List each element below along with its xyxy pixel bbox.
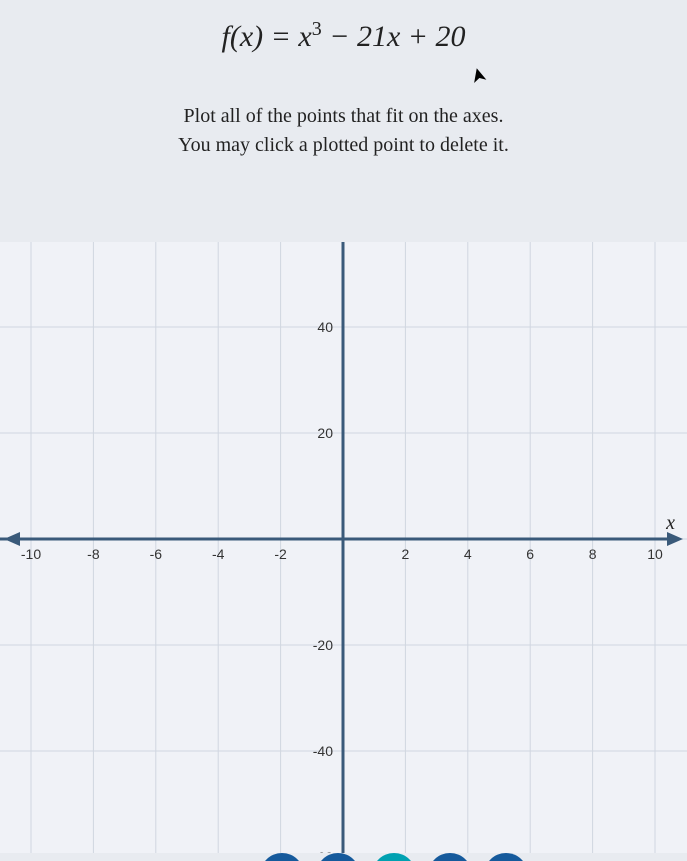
y-tick-label: -20 (313, 637, 333, 653)
instruction-line-2: You may click a plotted point to delete … (0, 131, 687, 160)
x-axis-label: x (665, 512, 675, 534)
x-tick-label: -6 (150, 546, 163, 562)
taskbar-circle-icon (484, 853, 528, 861)
x-tick-label: -4 (212, 546, 225, 562)
taskbar-circle-icon (428, 853, 472, 861)
taskbar-circle-icon (260, 853, 304, 861)
equation-text: f(x) = x3 − 21x + 20 (221, 20, 465, 53)
x-tick-label: 6 (526, 546, 534, 562)
x-tick-label: 8 (589, 546, 597, 562)
x-tick-label: -2 (274, 546, 287, 562)
y-tick-label: 20 (317, 425, 333, 441)
taskbar-icons (0, 853, 687, 861)
x-tick-label: 10 (647, 546, 663, 562)
taskbar-circle-icon (372, 853, 416, 861)
x-tick-label: 2 (402, 546, 410, 562)
y-tick-label: 40 (317, 319, 333, 335)
equation: f(x) = x3 − 21x + 20 (0, 0, 687, 54)
taskbar-circle-icon (316, 853, 360, 861)
x-tick-label: -10 (21, 546, 41, 562)
instructions: Plot all of the points that fit on the a… (0, 102, 687, 160)
cursor-icon: ➤ (464, 64, 492, 87)
instruction-line-1: Plot all of the points that fit on the a… (0, 102, 687, 131)
coordinate-grid[interactable]: -10-8-6-4-224681010080604020-20-40-60-80… (0, 242, 687, 853)
x-tick-label: -8 (87, 546, 100, 562)
y-tick-label: -40 (313, 743, 333, 759)
x-tick-label: 4 (464, 546, 472, 562)
